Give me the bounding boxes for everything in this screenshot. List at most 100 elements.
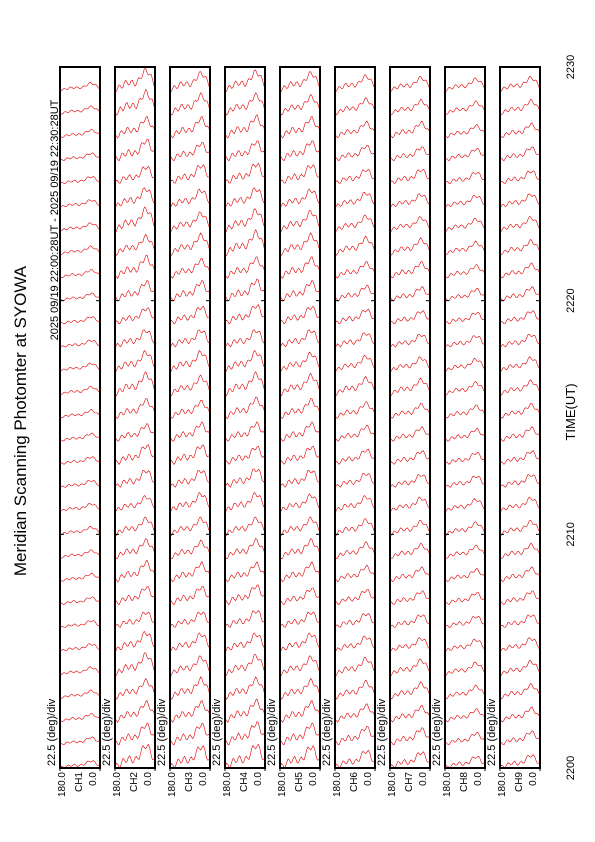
scan-trace [279,329,321,349]
panel-frame [279,66,321,769]
scan-trace [169,676,211,700]
scan-trace [334,518,376,536]
x-tick-label: 2220 [565,288,577,312]
scan-trace [279,232,321,256]
scan-trace [444,380,486,396]
scan-trace [224,140,266,162]
x-tick-label: 2200 [565,756,577,780]
scan-trace [59,760,101,769]
scan-trace [279,351,321,373]
scan-trace [389,76,431,92]
scan-trace [169,188,211,209]
scan-trace [169,421,211,442]
scan-trace [114,652,156,677]
x-tick-label: 2230 [565,55,577,79]
scan-scale-label: 22.5 (deg)/div [46,698,58,766]
scan-trace [224,561,266,583]
scan-trace [279,722,321,746]
scan-trace [334,74,376,92]
scan-trace [389,727,431,746]
scan-trace [334,703,376,723]
scan-trace [499,402,541,419]
scan-trace [279,279,321,302]
panel-frame [444,66,486,769]
scan-trace [499,542,541,559]
y-tick-label: 0.0 [198,772,209,786]
scan-trace [334,401,376,419]
scan-trace [279,93,321,116]
scan-trace [334,261,376,279]
chart-title: Meridian Scanning Photomter at SYOWA [11,265,30,576]
scan-trace [499,286,541,302]
scan-trace [279,469,321,489]
scan-trace [389,704,431,723]
scan-trace [59,316,100,325]
scan-trace [334,749,376,768]
scan-trace [334,635,376,653]
scan-trace [279,677,321,700]
scan-trace [334,472,376,489]
scan-trace [279,71,321,92]
chart-subtitle: 2025 09/19 22:00:28UT - 2025 09/19 22:30… [49,99,61,340]
scan-trace [499,310,541,325]
scan-trace [59,385,101,396]
scan-trace [114,329,156,349]
scan-trace [114,630,156,654]
scan-trace [169,115,211,139]
scan-trace [114,516,156,536]
scan-trace [224,278,266,302]
scan-trace [334,168,376,184]
scan-trace [224,654,266,677]
scan-trace [389,542,431,559]
scan-trace [389,120,431,139]
scan-trace [279,538,321,559]
scan-trace [499,590,541,606]
scan-trace [279,210,321,233]
scan-trace [499,98,541,115]
scan-trace [389,286,431,302]
scan-trace [224,349,266,373]
scan-trace [169,722,211,746]
channel-label: CH2 [129,772,140,792]
scan-trace [224,208,266,233]
scan-trace [389,566,431,583]
scan-trace [334,612,376,628]
y-tick-label: 0.0 [88,772,99,786]
scan-trace [389,377,431,396]
scan-trace [334,191,376,209]
scan-trace [389,168,431,184]
scan-trace [444,544,486,559]
scan-trace [169,655,211,676]
panel-frame [224,66,266,769]
scan-trace [279,256,321,279]
scan-trace [224,256,266,279]
scan-trace [389,751,431,768]
scan-trace [169,586,211,606]
scan-trace [334,725,376,746]
scan-trace [389,496,430,513]
scan-trace [499,122,541,139]
scan-trace [114,138,156,162]
scan-trace [279,516,321,536]
scan-trace [114,279,156,302]
scan-trace [499,730,541,746]
scan-trace [114,586,156,606]
channel-label: CH8 [459,772,470,792]
scan-trace [59,620,101,629]
scan-scale-label: 22.5 (deg)/div [486,698,498,766]
scan-trace [389,356,431,373]
scan-trace [169,632,211,654]
scan-trace [279,493,321,513]
scan-trace [334,657,376,676]
scan-trace [444,451,486,465]
channel-label: CH5 [294,772,305,792]
scan-trace [169,444,211,465]
scan-trace [59,480,101,489]
scan-trace [59,292,101,302]
scan-trace [224,468,266,489]
scan-scale-label: 22.5 (deg)/div [321,698,333,766]
scan-trace [279,587,321,606]
scan-trace [59,689,101,699]
scan-trace [334,679,376,700]
scan-trace [334,589,376,606]
